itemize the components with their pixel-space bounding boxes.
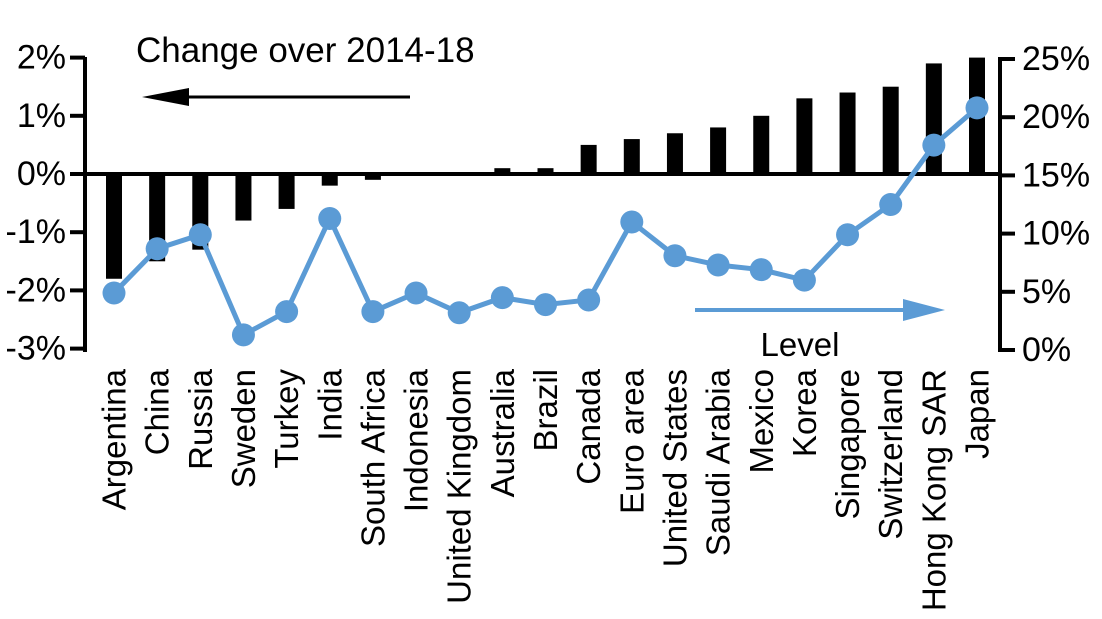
dot-korea — [792, 268, 816, 292]
right-axis-tick-label: 10% — [1022, 215, 1090, 253]
left-axis-tick-label: 1% — [17, 97, 66, 135]
bar-india — [321, 174, 338, 186]
dot-euro-area — [620, 210, 644, 234]
dot-south-africa — [361, 300, 385, 324]
dot-mexico — [749, 258, 773, 282]
left-axis-tick-label: 0% — [17, 155, 66, 193]
right-axis-tick-label: 0% — [1022, 331, 1071, 369]
right-axis-ticks: 25% 20% 15% 10% 5% 0% — [1000, 40, 1090, 369]
bar-euro-area — [623, 139, 640, 174]
category-label-japan: Japan — [959, 369, 996, 459]
category-label-singapore: Singapore — [829, 369, 866, 519]
category-label-turkey: Turkey — [268, 369, 305, 469]
line-series — [102, 96, 989, 347]
dot-australia — [490, 286, 514, 310]
dot-japan — [965, 96, 989, 120]
bar-sweden — [235, 174, 252, 221]
left-arrow — [142, 88, 410, 106]
category-label-canada: Canada — [570, 368, 607, 484]
dot-brazil — [534, 293, 557, 317]
dot-india — [318, 206, 342, 230]
bar-switzerland — [882, 86, 899, 174]
dot-canada — [577, 288, 601, 312]
bar-series — [106, 57, 985, 279]
line-series-annotation: Level — [760, 326, 840, 363]
category-label-sweden: Sweden — [225, 369, 262, 488]
category-label-saudi-arabia: Saudi Arabia — [700, 368, 737, 556]
category-label-euro-area: Euro area — [613, 368, 650, 514]
bar-turkey — [278, 174, 295, 209]
right-axis-tick-label: 15% — [1022, 156, 1090, 194]
left-axis-tick-label: -1% — [6, 213, 66, 251]
dot-indonesia — [404, 281, 428, 305]
bar-mexico — [753, 115, 770, 174]
right-arrow — [695, 299, 945, 321]
bar-singapore — [839, 92, 856, 174]
left-axis-tick-label: 2% — [17, 39, 66, 77]
dot-china — [145, 237, 169, 261]
category-label-brazil: Brazil — [527, 369, 564, 452]
left-axis-tick-label: -3% — [6, 330, 66, 368]
category-label-russia: Russia — [182, 368, 219, 470]
dot-turkey — [275, 300, 299, 324]
dot-saudi-arabia — [706, 253, 730, 277]
bar-australia — [494, 168, 511, 174]
dot-argentina — [102, 281, 126, 305]
dot-sweden — [231, 323, 255, 347]
dot-switzerland — [879, 193, 903, 216]
bar-series-annotation: Change over 2014-18 — [136, 31, 475, 70]
category-label-korea: Korea — [786, 368, 823, 457]
bar-united-states — [666, 133, 683, 174]
category-label-south-africa: South Africa — [354, 368, 391, 547]
category-label-india: India — [311, 368, 348, 440]
right-axis-tick-label: 20% — [1022, 98, 1090, 136]
category-label-mexico: Mexico — [743, 369, 780, 474]
dot-singapore — [836, 223, 860, 247]
category-label-switzerland: Switzerland — [872, 369, 909, 540]
bar-south-africa — [364, 174, 381, 180]
category-label-hong-kong-sar: Hong Kong SAR — [915, 369, 952, 611]
dot-united-states — [663, 244, 687, 268]
bar-canada — [580, 144, 597, 174]
dot-russia — [188, 223, 212, 247]
category-label-united-states: United States — [656, 369, 693, 567]
right-axis-tick-label: 5% — [1022, 273, 1071, 311]
left-axis-ticks: 2% 1% 0% -1% -2% -3% — [6, 39, 85, 368]
right-axis-tick-label: 25% — [1022, 40, 1090, 78]
category-label-china: China — [139, 368, 176, 455]
category-label-united-kingdom: United Kingdom — [441, 369, 478, 604]
bar-korea — [796, 98, 813, 174]
dot-united-kingdom — [447, 301, 471, 325]
category-labels: Argentina China Russia Sweden Turkey India Sou… — [96, 368, 996, 611]
category-label-indonesia: Indonesia — [398, 368, 435, 512]
bar-argentina — [106, 174, 122, 279]
bar-brazil — [537, 168, 554, 174]
left-axis-tick-label: -2% — [6, 271, 66, 309]
category-label-australia: Australia — [484, 368, 521, 497]
bar-saudi-arabia — [710, 127, 727, 174]
category-label-argentina: Argentina — [96, 368, 133, 510]
dot-hong-kong-sar — [922, 133, 946, 157]
bar-hong-kong-sar — [925, 63, 942, 174]
